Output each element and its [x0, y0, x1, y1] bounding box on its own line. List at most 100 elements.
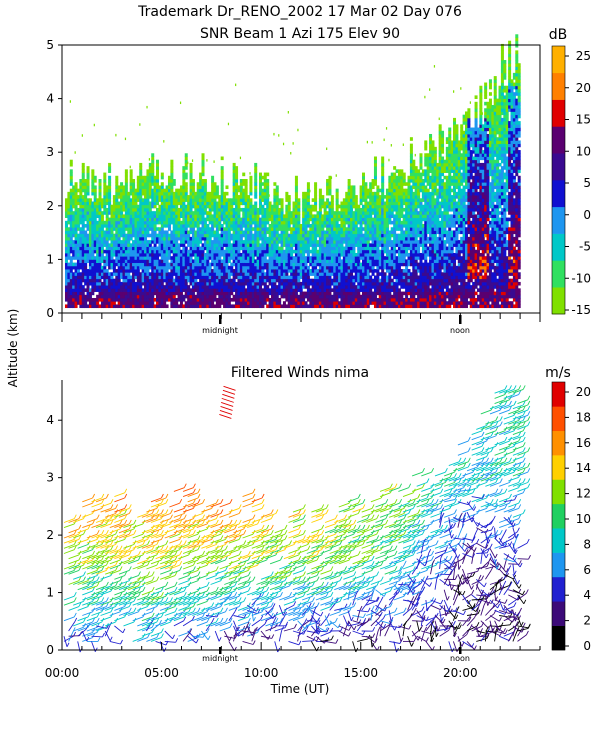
snr-cell — [182, 198, 186, 202]
snr-cell — [199, 198, 203, 202]
snr-cell — [213, 233, 217, 238]
snr-cell — [232, 214, 236, 218]
snr-cell — [134, 272, 138, 276]
snr-cell — [196, 265, 200, 270]
snr-cell — [98, 201, 102, 206]
snr-cell — [287, 207, 291, 212]
snr-cell — [172, 214, 176, 218]
snr-cell — [110, 291, 114, 296]
snr-cell — [247, 249, 251, 254]
snr-cell — [194, 198, 198, 202]
snr-cell — [282, 259, 286, 264]
snr-cell — [249, 262, 253, 267]
snr-cell — [172, 198, 176, 202]
snr-cell — [294, 185, 298, 190]
snr-cell — [203, 224, 207, 228]
snr-cell — [251, 211, 255, 215]
snr-cell — [251, 297, 255, 302]
snr-cell — [290, 294, 294, 299]
snr-cell — [191, 246, 195, 251]
snr-cell — [263, 240, 267, 244]
snr-cell — [201, 285, 205, 289]
snr-cell — [81, 175, 85, 180]
snr-cell — [148, 166, 152, 170]
snr-cell — [199, 182, 203, 186]
snr-cell — [153, 185, 157, 190]
snr-cell — [275, 243, 279, 247]
snr-cell — [249, 172, 251, 175]
snr-cell — [179, 243, 183, 247]
snr-cell — [278, 240, 282, 244]
snr-cell — [117, 195, 121, 199]
snr-cell — [223, 191, 227, 196]
snr-cell — [100, 217, 104, 222]
snr-cell — [72, 217, 76, 222]
snr-cell — [124, 227, 128, 231]
snr-cell — [285, 265, 289, 270]
snr-cell — [160, 288, 164, 292]
snr-cell — [211, 285, 215, 289]
snr-cell — [117, 304, 121, 309]
snr-cell — [285, 272, 289, 276]
snr-cell — [177, 236, 181, 241]
snr-cell — [148, 259, 152, 264]
snr-cell — [268, 278, 272, 283]
snr-cell — [115, 249, 119, 254]
snr-cell — [263, 249, 267, 254]
snr-cell — [232, 269, 236, 273]
snr-cell — [112, 294, 116, 299]
snr-cell — [215, 207, 219, 212]
snr-cell — [225, 301, 229, 305]
snr-cell — [156, 256, 160, 260]
snr-cell — [163, 297, 167, 302]
snr-cell — [122, 301, 126, 305]
snr-cell — [282, 224, 286, 228]
snr-cell — [81, 259, 85, 264]
snr-cell — [285, 262, 289, 267]
snr-cell — [278, 211, 282, 215]
snr-cell — [290, 259, 294, 264]
snr-cell — [208, 281, 212, 286]
snr-cell — [120, 246, 124, 251]
snr-cell — [124, 195, 128, 199]
snr-cell — [263, 198, 267, 202]
snr-cell — [177, 201, 181, 206]
snr-cell — [261, 246, 265, 251]
snr-cell — [124, 246, 128, 251]
snr-cell — [249, 175, 253, 180]
snr-cell — [120, 272, 124, 276]
snr-cell — [67, 291, 71, 296]
snr-cell — [172, 297, 176, 302]
snr-cell — [304, 262, 308, 267]
snr-cell — [69, 191, 73, 196]
snr-cell — [251, 252, 255, 257]
snr-cell — [275, 188, 279, 193]
snr-cell — [179, 207, 183, 212]
snr-cell — [266, 265, 270, 270]
snr-cell — [160, 207, 164, 212]
snr-cell — [239, 179, 243, 183]
snr-cell — [237, 278, 241, 283]
snr-cell — [81, 285, 85, 289]
snr-cell — [244, 259, 248, 264]
snr-cell — [314, 191, 318, 196]
snr-cell — [302, 297, 306, 302]
snr-cell — [86, 304, 90, 309]
snr-cell — [232, 252, 236, 257]
snr-cell — [98, 285, 102, 289]
snr-cell — [156, 236, 160, 241]
snr-cell — [239, 281, 243, 286]
snr-cell — [292, 214, 296, 218]
snr-cell — [261, 230, 265, 235]
snr-cell — [189, 301, 193, 305]
snr-cell — [86, 198, 90, 202]
snr-cell — [280, 243, 284, 247]
snr-cell — [194, 272, 198, 276]
snr-cell — [139, 198, 143, 202]
snr-cell — [220, 166, 224, 170]
snr-cell — [170, 166, 174, 170]
snr-cell — [218, 256, 222, 260]
snr-cell — [100, 214, 104, 218]
snr-cell — [249, 201, 253, 206]
snr-cell — [235, 259, 239, 264]
